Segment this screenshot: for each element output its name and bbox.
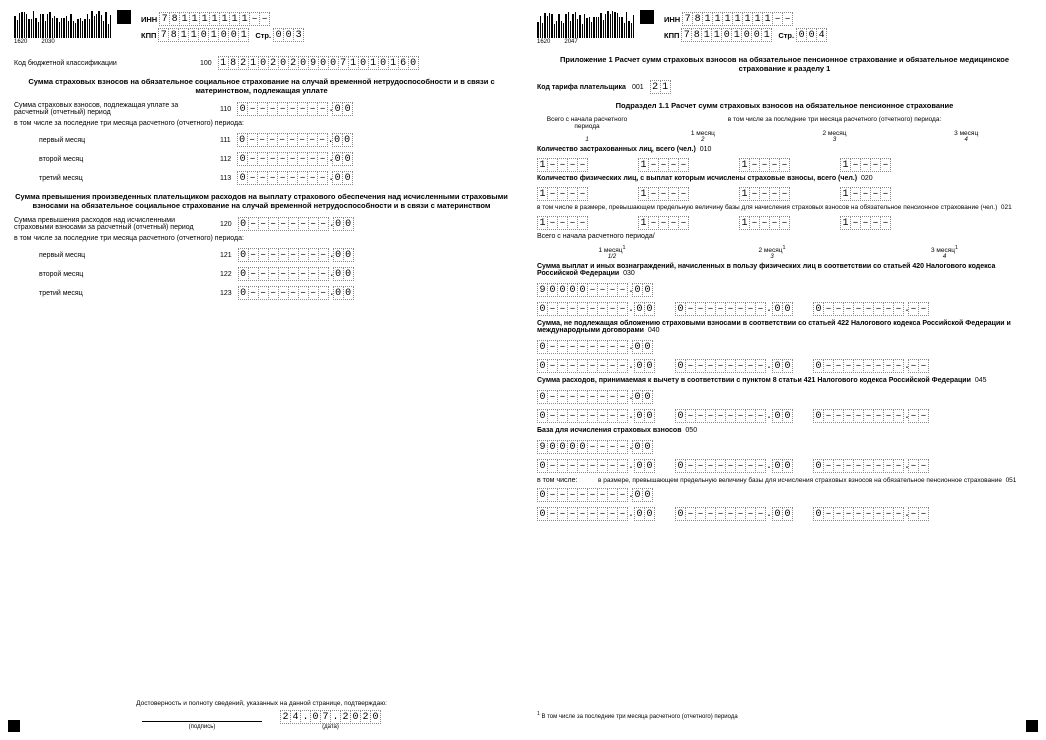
cells-050: 90000––––.000––––––––.000––––––––.000–––… [537,439,1032,474]
code-045: 045 [975,377,987,384]
row-045-label: Сумма расходов, принимаемая к вычету в с… [537,377,971,384]
row-020-label: Количество физических лиц, с выплат кото… [537,175,857,182]
black-square [117,10,131,24]
footer-left: Достоверность и полноту сведений, указан… [14,700,509,730]
code-123: 123 [220,290,232,297]
code-121: 121 [220,252,232,259]
code-030: 030 [623,270,635,277]
note-3months: в том числе за последние три месяца расч… [14,120,509,127]
col-total-label: Всего с начала расчетного периода [537,116,637,130]
amount-113: 0––––––––.00 [237,171,353,185]
row-050-label: База для исчисления страховых взносов [537,427,682,434]
kpp-cells: 781101001 [681,28,772,42]
date-label: (дата) [280,724,381,730]
kpp-label: КПП [141,31,156,40]
cells-021: 1––––1––––1––––1–––– [537,216,1032,230]
code-122: 122 [220,271,232,278]
row-051-label: в размере, превышающем предельную величи… [598,477,1002,484]
cells-010: 1––––1––––1––––1–––– [537,158,1032,172]
cells-030: 90000––––.000––––––––.000––––––––.000–––… [537,282,1032,317]
row-021-label: в том числе в размере, превышающем преде… [537,204,997,211]
inn-cells: 781111111–– [159,12,270,26]
footnote-text: В том числе за последние три месяца расч… [541,714,737,720]
month3-label-2: третий месяц [14,290,214,297]
str-cells: 003 [273,28,304,42]
amount-122: 0––––––––.00 [238,267,354,281]
signature-label: (подпись) [142,724,262,730]
code-001: 001 [632,84,644,91]
code-040: 040 [648,327,660,334]
amount-120: 0––––––––.00 [238,217,354,231]
amount-111: 0––––––––.00 [237,133,353,147]
inn-label: ИНН [141,15,157,24]
kbk-cells: 18210202090071010160 [218,56,419,70]
appendix-title: Приложение 1 Расчет сумм страховых взнос… [537,55,1032,73]
code-100: 100 [200,60,212,67]
code-112: 112 [220,156,231,163]
page-left: 16202030 ИНН 781111111–– КПП 781101001 С… [0,0,523,740]
month2-label: второй месяц [14,156,214,163]
row-010-label: Количество застрахованных лиц, всего (че… [537,146,696,153]
barcode-block: 16202047 [537,10,634,45]
str-label: Стр. [255,31,271,40]
corner-marker [1026,720,1038,732]
code-010: 010 [700,146,712,153]
month3-label: третий месяц [14,175,214,182]
code-113: 113 [220,175,231,182]
inn-label: ИНН [664,15,680,24]
str-label: Стр. [778,31,794,40]
amount-112: 0––––––––.00 [237,152,353,166]
vtom-label: в том числе: [537,477,592,484]
page-right: 16202047 ИНН 781111111–– КПП 781101001 С… [523,0,1046,740]
cells-020: 1––––1––––1––––1–––– [537,187,1032,201]
date-cells: 24.07.2020 [280,710,381,724]
cells-040: 0––––––––.000––––––––.000––––––––.000–––… [537,339,1032,374]
code-110: 110 [220,106,231,113]
section-title-2: Сумма превышения произведенных плательщи… [14,192,509,210]
str-cells: 004 [796,28,827,42]
row-120-label: Сумма превышения расходов над исчисленны… [14,217,214,231]
amount-110: 0––––––––.00 [237,102,353,116]
kpp-cells: 781101001 [158,28,249,42]
signature-line [142,712,262,722]
barcode-block: 16202030 [14,10,111,45]
code-120: 120 [220,221,232,228]
code-020: 020 [861,175,873,182]
cells-051: 0––––––––.000––––––––.000––––––––.000–––… [537,487,1032,522]
row-040-label: Сумма, не подлежащая обложению страховым… [537,320,1011,334]
code-051: 051 [1006,477,1017,484]
month1-label: первый месяц [14,137,214,144]
code-021: 021 [1001,204,1012,211]
tarif-label: Код тарифа плательщика [537,84,626,91]
inn-cells: 781111111–– [682,12,793,26]
col-m3: 3 месяц [900,130,1032,137]
kbk-label: Код бюджетной классификации [14,60,194,67]
code-050: 050 [685,427,697,434]
col-m1: 1 месяц [637,130,769,137]
footer-confirm-text: Достоверность и полноту сведений, указан… [14,700,509,707]
header-right: 16202047 ИНН 781111111–– КПП 781101001 С… [537,10,1032,45]
code-111: 111 [220,137,231,144]
black-square [640,10,654,24]
month1-label-2: первый месяц [14,252,214,259]
col-m2: 2 месяц [769,130,901,137]
section-title-1: Сумма страховых взносов на обязательное … [14,77,509,95]
kpp-label: КПП [664,31,679,40]
cells-045: 0––––––––.000––––––––.000––––––––.000–––… [537,389,1032,424]
header-left: 16202030 ИНН 781111111–– КПП 781101001 С… [14,10,509,45]
footer-right: 1 В том числе за последние три месяца ра… [537,711,1032,720]
col-3m-label: в том числе за последние три месяца расч… [637,116,1032,130]
tarif-cells: 21 [650,80,671,94]
amount-121: 0––––––––.00 [238,248,354,262]
month2-label-2: второй месяц [14,271,214,278]
amount-123: 0––––––––.00 [238,286,354,300]
note-3months-2: в том числе за последние три месяца расч… [14,235,509,242]
subsection-1.1-title: Подраздел 1.1 Расчет сумм страховых взно… [537,101,1032,110]
row-110-label: Сумма страховых взносов, подлежащая упла… [14,102,214,116]
row-030-label: Сумма выплат и иных вознаграждений, начи… [537,263,995,277]
vsego-label: Всего с начала расчетного периода/ [537,233,1032,240]
